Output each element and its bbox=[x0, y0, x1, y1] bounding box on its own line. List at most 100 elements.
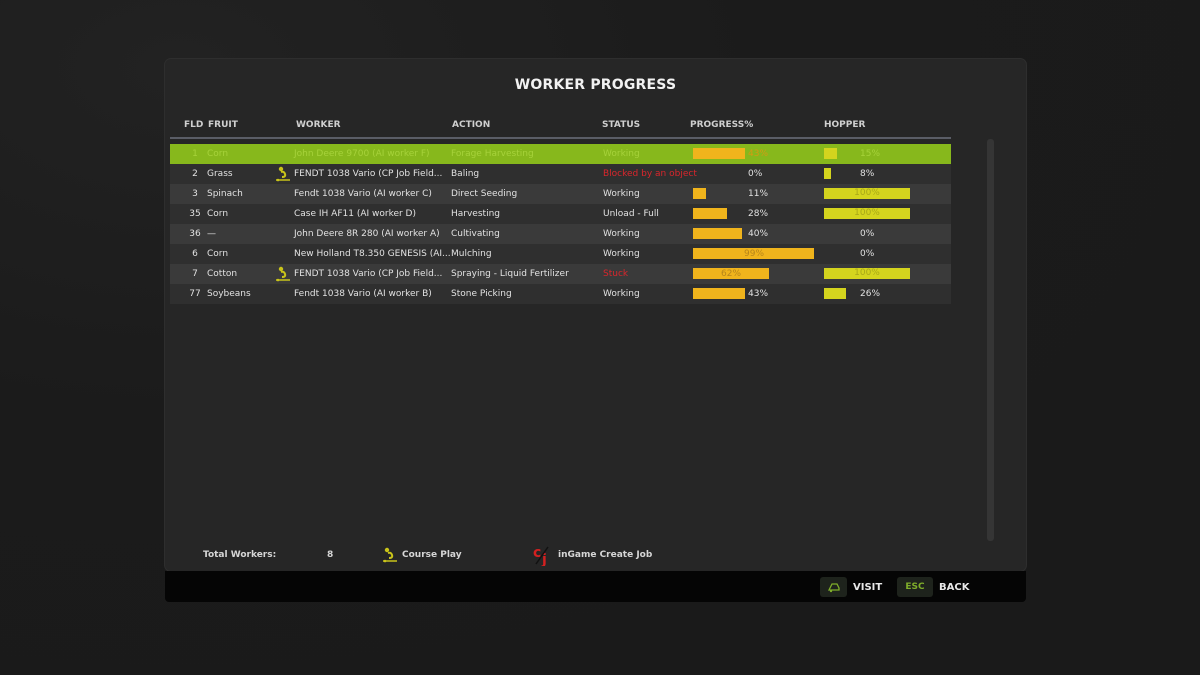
progress-percent: 40% bbox=[748, 229, 769, 239]
progress-bar bbox=[693, 228, 742, 239]
visit-key[interactable] bbox=[820, 577, 847, 597]
total-workers-value: 8 bbox=[327, 550, 334, 560]
col-worker: WORKER bbox=[296, 120, 341, 130]
progress-percent: 11% bbox=[748, 189, 769, 199]
courseplay-icon bbox=[276, 266, 290, 282]
action-name: Spraying - Liquid Fertilizer bbox=[451, 269, 569, 279]
esc-key[interactable]: ESC bbox=[897, 577, 933, 597]
fruit-name: Cotton bbox=[207, 269, 238, 279]
field-number: 77 bbox=[189, 289, 201, 299]
field-number: 1 bbox=[192, 149, 198, 159]
back-button[interactable]: BACK bbox=[939, 582, 970, 593]
progress-bar bbox=[693, 188, 706, 199]
worker-name: FENDT 1038 Vario (CP Job Field... bbox=[294, 269, 443, 279]
table-row[interactable]: 1 Corn John Deere 9700 (AI worker F) Forage… bbox=[170, 144, 951, 164]
table-row[interactable]: 2 Grass FENDT 1038 Vario (CP Job Field... B… bbox=[170, 164, 951, 184]
hopper-percent: 8% bbox=[860, 169, 875, 179]
page-title: WORKER PROGRESS bbox=[514, 77, 677, 93]
hopper-percent: 15% bbox=[860, 149, 881, 159]
action-name: Harvesting bbox=[451, 209, 500, 219]
legend-courseplay: Course Play bbox=[402, 550, 462, 560]
status-text: Stuck bbox=[603, 269, 629, 279]
field-number: 6 bbox=[192, 249, 198, 259]
col-fld: FLD bbox=[184, 120, 204, 130]
worker-name: FENDT 1038 Vario (CP Job Field... bbox=[294, 169, 443, 179]
col-hopper: HOPPER bbox=[824, 120, 866, 130]
fruit-name: Soybeans bbox=[207, 289, 251, 299]
field-number: 2 bbox=[192, 169, 198, 179]
fruit-name: Spinach bbox=[207, 189, 243, 199]
action-name: Cultivating bbox=[451, 229, 500, 239]
action-name: Direct Seeding bbox=[451, 189, 518, 199]
table-row[interactable]: 6 Corn New Holland T8.350 GENESIS (AI... Mu… bbox=[170, 244, 951, 264]
courseplay-icon bbox=[383, 547, 397, 563]
progress-bar bbox=[693, 248, 814, 259]
progress-bar bbox=[693, 148, 745, 159]
courseplay-icon bbox=[276, 166, 290, 182]
worker-name: Case IH AF11 (AI worker D) bbox=[294, 209, 416, 219]
field-number: 7 bbox=[192, 269, 198, 279]
summary-bar: Total Workers: 8 Course Play c j inGame … bbox=[165, 545, 1026, 567]
worker-name: John Deere 9700 (AI worker F) bbox=[294, 149, 430, 159]
progress-percent: 0% bbox=[748, 169, 763, 179]
fruit-name: Corn bbox=[207, 249, 229, 259]
worker-table: 1 Corn John Deere 9700 (AI worker F) Forage… bbox=[170, 144, 951, 304]
fruit-name: Corn bbox=[207, 149, 229, 159]
fruit-name: Grass bbox=[207, 169, 233, 179]
legend-ingame-create-job: inGame Create Job bbox=[558, 550, 653, 560]
progress-percent: 62% bbox=[721, 269, 742, 279]
worker-name: New Holland T8.350 GENESIS (AI... bbox=[294, 249, 451, 259]
footer-bar: VISIT ESC BACK bbox=[165, 571, 1026, 602]
progress-percent: 28% bbox=[748, 209, 769, 219]
ingame-create-job-icon: c j bbox=[533, 545, 549, 566]
col-action: ACTION bbox=[452, 120, 491, 130]
total-workers-label: Total Workers: bbox=[203, 550, 277, 560]
progress-percent: 99% bbox=[744, 249, 765, 259]
worker-progress-panel: WORKER PROGRESS FLD FRUIT WORKER ACTION … bbox=[165, 59, 1026, 571]
action-name: Baling bbox=[451, 169, 480, 179]
status-text: Working bbox=[603, 149, 640, 159]
vehicle-icon bbox=[827, 583, 840, 593]
status-text: Unload - Full bbox=[603, 209, 659, 219]
hopper-bar bbox=[824, 168, 831, 179]
hopper-percent: 0% bbox=[860, 249, 875, 259]
hopper-bar: 100% bbox=[824, 208, 910, 219]
worker-name: John Deere 8R 280 (AI worker A) bbox=[294, 229, 440, 239]
hopper-percent: 0% bbox=[860, 229, 875, 239]
field-number: 35 bbox=[189, 209, 201, 219]
hopper-bar bbox=[824, 288, 846, 299]
table-row[interactable]: 3 Spinach Fendt 1038 Vario (AI worker C) Di… bbox=[170, 184, 951, 204]
worker-name: Fendt 1038 Vario (AI worker B) bbox=[294, 289, 432, 299]
visit-button[interactable]: VISIT bbox=[853, 582, 883, 593]
action-name: Mulching bbox=[451, 249, 492, 259]
status-text: Working bbox=[603, 289, 640, 299]
svg-text:j: j bbox=[541, 552, 547, 566]
fruit-name: Corn bbox=[207, 209, 229, 219]
col-status: STATUS bbox=[602, 120, 641, 130]
field-number: 36 bbox=[189, 229, 201, 239]
table-row[interactable]: 77 Soybeans Fendt 1038 Vario (AI worker B)… bbox=[170, 284, 951, 304]
col-fruit: FRUIT bbox=[208, 120, 238, 130]
progress-bar bbox=[693, 288, 745, 299]
field-number: 3 bbox=[192, 189, 198, 199]
status-text: Working bbox=[603, 249, 640, 259]
action-name: Stone Picking bbox=[451, 289, 512, 299]
progress-bar bbox=[693, 268, 769, 279]
progress-percent: 43% bbox=[748, 149, 769, 159]
progress-percent: 43% bbox=[748, 289, 769, 299]
hopper-percent: 26% bbox=[860, 289, 881, 299]
status-text: Working bbox=[603, 229, 640, 239]
table-row[interactable]: 35 Corn Case IH AF11 (AI worker D) Harvesti… bbox=[170, 204, 951, 224]
hopper-bar: 100% bbox=[824, 268, 910, 279]
fruit-name: — bbox=[207, 229, 216, 239]
header-divider bbox=[170, 137, 951, 139]
status-text: Working bbox=[603, 189, 640, 199]
table-row[interactable]: 36 — John Deere 8R 280 (AI worker A) Cultiv… bbox=[170, 224, 951, 244]
action-name: Forage Harvesting bbox=[451, 149, 534, 159]
col-progress: PROGRESS% bbox=[690, 120, 754, 130]
progress-bar bbox=[693, 208, 727, 219]
scrollbar[interactable] bbox=[987, 139, 994, 541]
worker-name: Fendt 1038 Vario (AI worker C) bbox=[294, 189, 432, 199]
table-header: FLD FRUIT WORKER ACTION STATUS PROGRESS%… bbox=[170, 117, 950, 137]
table-row[interactable]: 7 Cotton FENDT 1038 Vario (CP Job Field...… bbox=[170, 264, 951, 284]
